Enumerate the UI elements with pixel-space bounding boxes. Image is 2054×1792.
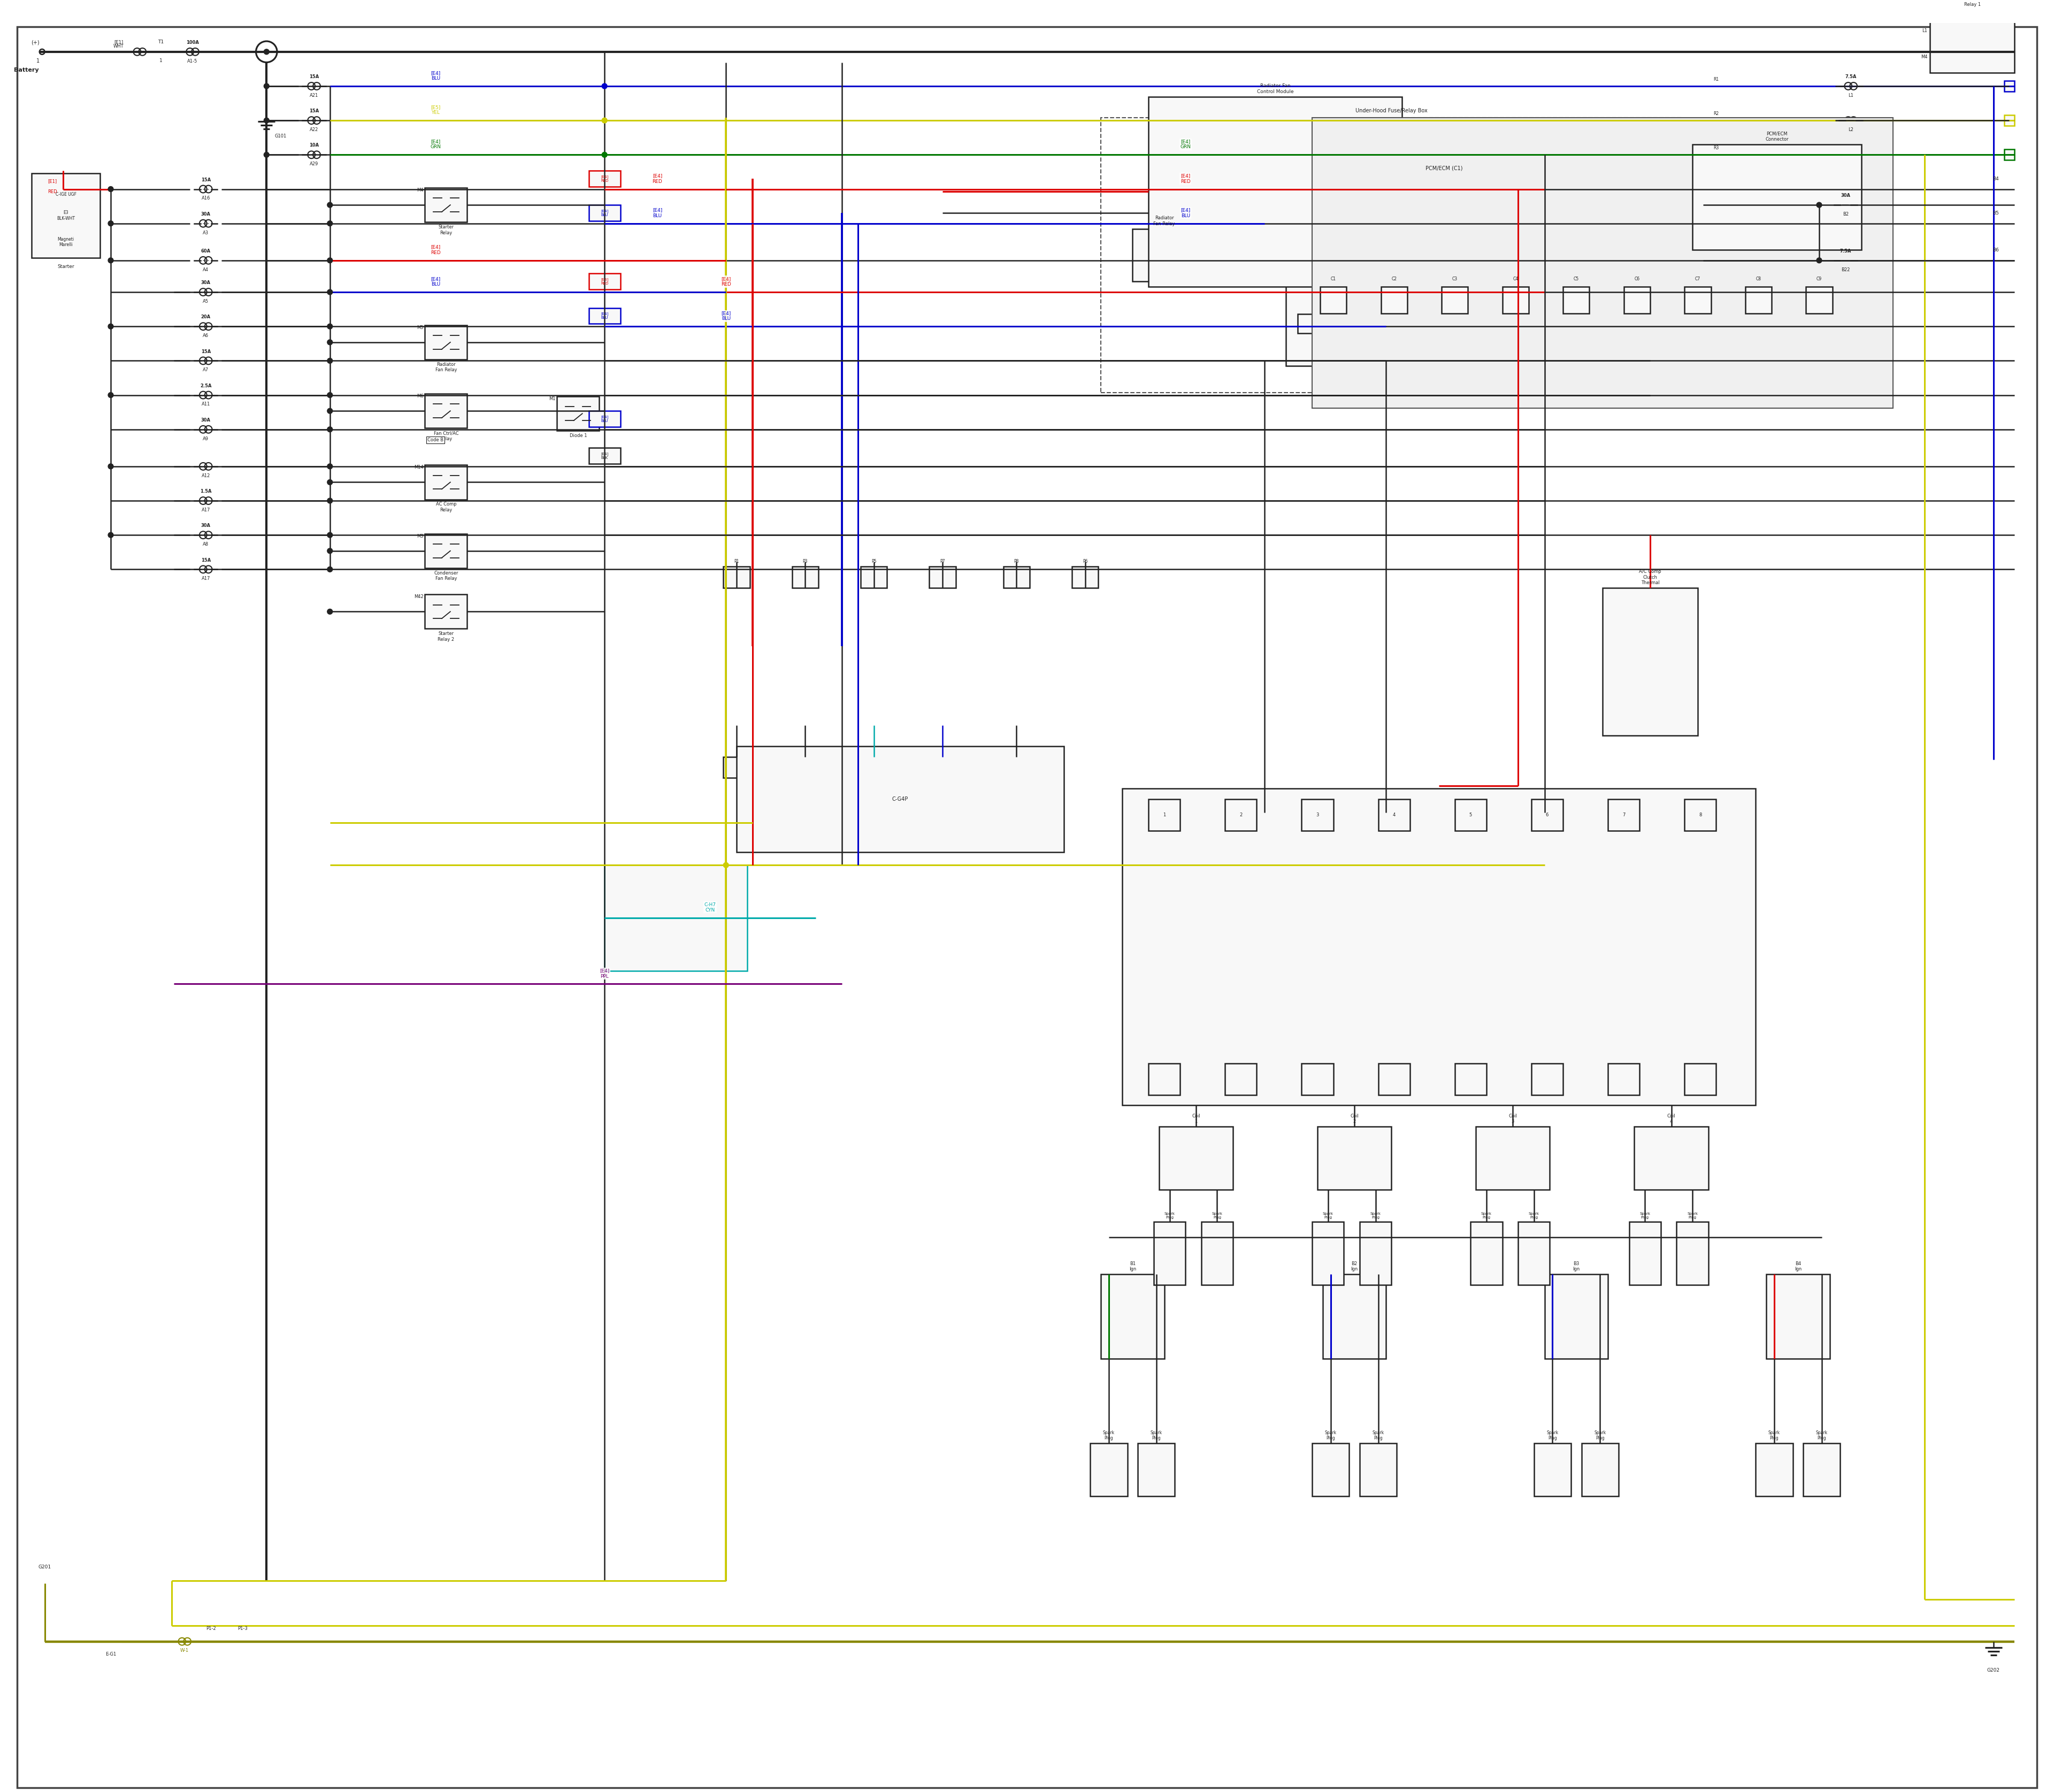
Text: Coil
4: Coil 4 — [1668, 1113, 1676, 1124]
Text: C6: C6 — [1635, 276, 1639, 281]
Text: M3: M3 — [417, 534, 423, 539]
Text: Spark
Plug: Spark Plug — [1816, 1430, 1828, 1441]
Bar — [793, 566, 817, 588]
Circle shape — [263, 84, 269, 90]
Bar — [1091, 1443, 1128, 1496]
Text: [E4]
RED: [E4] RED — [431, 246, 440, 254]
Text: 30A: 30A — [201, 523, 212, 529]
Circle shape — [602, 152, 608, 158]
Text: Code B: Code B — [427, 437, 444, 443]
Circle shape — [327, 340, 333, 344]
Text: E3
BLK-WHT: E3 BLK-WHT — [58, 210, 74, 220]
Circle shape — [109, 532, 113, 538]
Text: P1: P1 — [733, 559, 739, 564]
Text: B3
Ign: B3 Ign — [1573, 1262, 1580, 1272]
Bar — [589, 204, 620, 220]
Bar — [928, 566, 955, 588]
Text: Starter
Relay 1: Starter Relay 1 — [1964, 0, 1980, 7]
Bar — [557, 396, 600, 430]
Text: [E4]
BLU: [E4] BLU — [431, 70, 440, 81]
Text: M1: M1 — [548, 396, 555, 401]
Text: [E4]
BLU: [E4] BLU — [600, 416, 608, 423]
Bar — [1532, 799, 1563, 831]
Text: C9: C9 — [1816, 276, 1822, 281]
Text: R3: R3 — [1713, 145, 1719, 151]
Text: A/C Comp
Clutch
Thermal: A/C Comp Clutch Thermal — [1639, 570, 1662, 586]
Text: Spark
Plug: Spark Plug — [1103, 1430, 1115, 1441]
Text: A22: A22 — [310, 127, 318, 133]
Text: Spark
Plug: Spark Plug — [1768, 1430, 1781, 1441]
Text: Diode 1: Diode 1 — [569, 434, 587, 439]
Circle shape — [327, 290, 333, 294]
Bar — [1138, 1443, 1175, 1496]
Bar — [1608, 1063, 1639, 1095]
Text: Spark
Plug: Spark Plug — [1323, 1211, 1333, 1219]
Circle shape — [327, 480, 333, 486]
Bar — [1456, 262, 1475, 281]
Bar — [1676, 1222, 1709, 1285]
Text: C8: C8 — [1756, 276, 1760, 281]
Bar — [1495, 262, 1514, 281]
Circle shape — [327, 409, 333, 414]
Text: 60A: 60A — [201, 249, 212, 253]
Circle shape — [602, 118, 608, 124]
Text: Spark
Plug: Spark Plug — [1212, 1211, 1222, 1219]
Bar — [589, 410, 620, 426]
Circle shape — [327, 220, 333, 226]
Bar — [1376, 314, 1395, 333]
Circle shape — [327, 392, 333, 398]
Bar — [1454, 799, 1487, 831]
Text: [E4]
BLU: [E4] BLU — [1181, 208, 1191, 219]
Text: R2: R2 — [1713, 111, 1719, 116]
Text: G101: G101 — [275, 134, 286, 138]
Circle shape — [327, 324, 333, 330]
Circle shape — [327, 258, 333, 263]
Text: Starter: Starter — [58, 263, 74, 269]
Text: A29: A29 — [310, 161, 318, 167]
Text: 30A: 30A — [201, 418, 212, 423]
Bar — [1495, 314, 1514, 333]
Text: Spark
Plug: Spark Plug — [1686, 1211, 1699, 1219]
Text: A6: A6 — [203, 333, 210, 339]
Bar — [1471, 1222, 1501, 1285]
Bar — [1575, 208, 1594, 228]
Text: Battery: Battery — [14, 68, 39, 73]
Text: C4: C4 — [1514, 276, 1518, 281]
Text: [E4]
PPL: [E4] PPL — [600, 968, 610, 978]
Text: P3: P3 — [803, 559, 807, 564]
Text: M4: M4 — [417, 188, 423, 192]
Text: [E4]
GRN: [E4] GRN — [1181, 140, 1191, 149]
Text: A16: A16 — [201, 195, 210, 201]
Text: 15A: 15A — [201, 349, 212, 353]
Text: [E4]
RED: [E4] RED — [653, 174, 661, 185]
Text: [E4]
BLK: [E4] BLK — [600, 452, 608, 459]
Text: L2: L2 — [1849, 127, 1853, 133]
Text: [E4]
RED: [E4] RED — [1181, 174, 1191, 185]
Text: C1: C1 — [1331, 276, 1335, 281]
Text: [E5]
YEL: [E5] YEL — [431, 104, 440, 115]
Bar — [1756, 1443, 1793, 1496]
Text: C-IGE UGF: C-IGE UGF — [55, 192, 76, 197]
Bar — [1563, 287, 1590, 314]
Bar — [1298, 262, 1317, 281]
Text: A1-5: A1-5 — [187, 59, 197, 63]
Bar — [31, 174, 101, 258]
Bar — [1376, 208, 1395, 228]
Bar — [425, 595, 466, 629]
Text: Coil
2: Coil 2 — [1349, 1113, 1358, 1124]
Text: 100A: 100A — [187, 39, 199, 45]
Text: 15A: 15A — [310, 75, 318, 79]
Circle shape — [263, 48, 269, 54]
Circle shape — [263, 118, 269, 124]
Text: 30A: 30A — [201, 211, 212, 217]
Bar — [723, 566, 750, 588]
Circle shape — [327, 609, 333, 615]
Bar — [1132, 229, 1195, 281]
Text: W-1: W-1 — [181, 1649, 189, 1654]
Text: C3: C3 — [1452, 276, 1458, 281]
Text: Spark
Plug: Spark Plug — [1150, 1430, 1163, 1441]
Text: Spark
Plug: Spark Plug — [1325, 1430, 1337, 1441]
Text: Spark
Plug: Spark Plug — [1594, 1430, 1606, 1441]
Text: [E1]: [E1] — [115, 39, 123, 45]
Bar — [1337, 314, 1356, 333]
